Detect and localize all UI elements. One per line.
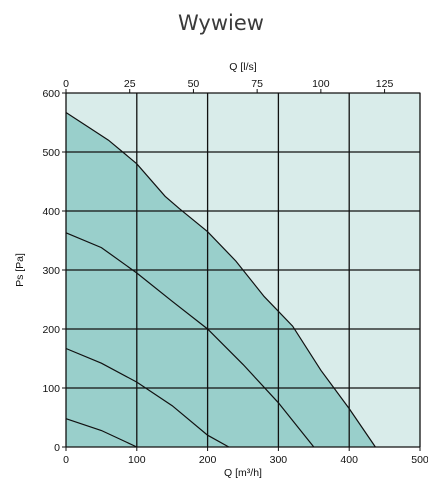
chart-title: Wywiew xyxy=(178,11,264,35)
x-tick-label: 300 xyxy=(270,454,288,466)
y-tick-label: 400 xyxy=(42,206,60,218)
x-tick-label: 100 xyxy=(128,454,146,466)
x-tick-label: 500 xyxy=(411,454,428,466)
y-tick-label: 500 xyxy=(42,147,60,159)
x-tick-label: 0 xyxy=(63,454,69,466)
y-tick-label: 200 xyxy=(42,324,60,336)
x2-tick-label: 75 xyxy=(251,78,263,90)
x-tick-label: 400 xyxy=(340,454,358,466)
y-tick-label: 300 xyxy=(42,265,60,277)
x2-tick-label: 50 xyxy=(188,78,200,90)
y-tick-label: 0 xyxy=(54,442,60,454)
x-axis-label: Q [m³/h] xyxy=(224,467,262,479)
x2-tick-label: 100 xyxy=(312,78,330,90)
y-tick-label: 100 xyxy=(42,383,60,395)
y-tick-label: 600 xyxy=(42,88,60,100)
x2-axis-label: Q [l/s] xyxy=(229,61,257,73)
x2-tick-label: 0 xyxy=(63,78,69,90)
x2-tick-label: 125 xyxy=(376,78,394,90)
y-axis-label: Ps [Pa] xyxy=(14,253,26,287)
x-tick-label: 200 xyxy=(199,454,217,466)
x2-tick-label: 25 xyxy=(124,78,136,90)
